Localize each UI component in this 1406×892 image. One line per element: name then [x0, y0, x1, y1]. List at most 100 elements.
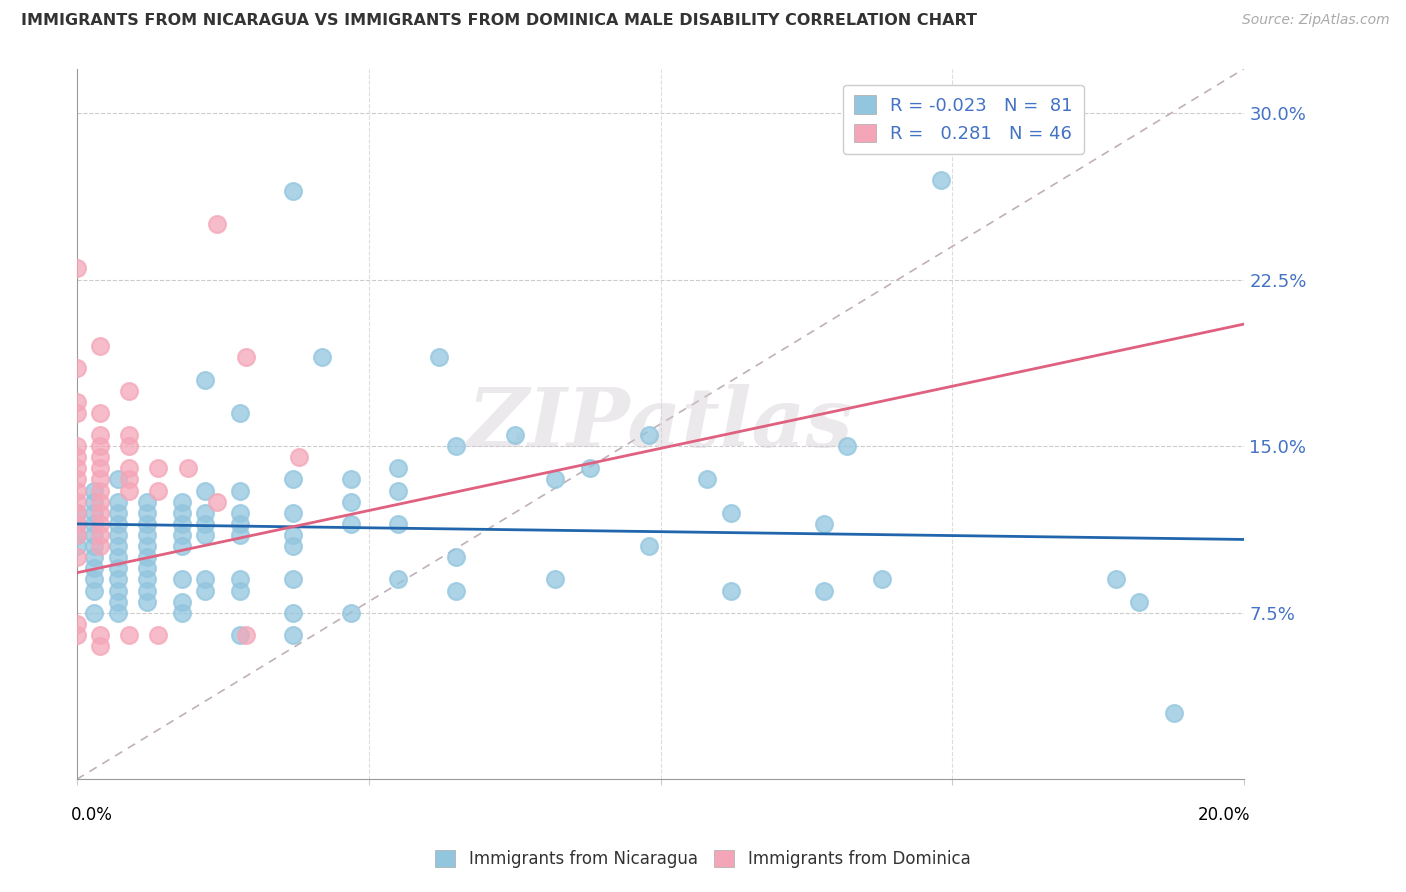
- Point: [229, 628, 252, 642]
- Point: [281, 539, 304, 553]
- Point: [89, 528, 111, 542]
- Point: [66, 406, 89, 420]
- Point: [135, 506, 157, 520]
- Text: Source: ZipAtlas.com: Source: ZipAtlas.com: [1241, 13, 1389, 28]
- Point: [135, 595, 157, 609]
- Point: [107, 595, 129, 609]
- Point: [281, 528, 304, 542]
- Point: [148, 483, 170, 498]
- Y-axis label: Male Disability: Male Disability: [0, 363, 8, 485]
- Point: [194, 506, 217, 520]
- Point: [281, 184, 304, 198]
- Point: [66, 550, 89, 565]
- Point: [135, 539, 157, 553]
- Point: [83, 483, 105, 498]
- Point: [135, 573, 157, 587]
- Point: [387, 483, 409, 498]
- Point: [66, 628, 89, 642]
- Point: [66, 616, 89, 631]
- Point: [637, 539, 659, 553]
- Point: [83, 539, 105, 553]
- Point: [229, 516, 252, 531]
- Point: [170, 606, 193, 620]
- Point: [66, 516, 89, 531]
- Point: [66, 483, 89, 498]
- Point: [66, 516, 89, 531]
- Point: [148, 461, 170, 475]
- Point: [813, 583, 835, 598]
- Point: [83, 561, 105, 575]
- Point: [579, 461, 602, 475]
- Point: [66, 528, 89, 542]
- Point: [89, 639, 111, 653]
- Point: [135, 494, 157, 508]
- Point: [287, 450, 309, 465]
- Point: [107, 583, 129, 598]
- Point: [118, 473, 141, 487]
- Point: [107, 539, 129, 553]
- Point: [135, 561, 157, 575]
- Point: [281, 628, 304, 642]
- Point: [107, 516, 129, 531]
- Point: [837, 439, 859, 453]
- Point: [1163, 706, 1185, 720]
- Point: [89, 483, 111, 498]
- Point: [83, 573, 105, 587]
- Point: [89, 539, 111, 553]
- Point: [281, 506, 304, 520]
- Point: [66, 494, 89, 508]
- Point: [89, 628, 111, 642]
- Point: [387, 461, 409, 475]
- Point: [89, 439, 111, 453]
- Point: [194, 573, 217, 587]
- Point: [66, 506, 89, 520]
- Point: [89, 516, 111, 531]
- Point: [176, 461, 198, 475]
- Point: [89, 339, 111, 353]
- Point: [66, 361, 89, 376]
- Point: [118, 483, 141, 498]
- Point: [89, 494, 111, 508]
- Point: [83, 606, 105, 620]
- Point: [194, 372, 217, 386]
- Point: [118, 461, 141, 475]
- Text: 0.0%: 0.0%: [70, 806, 112, 824]
- Point: [89, 473, 111, 487]
- Point: [107, 473, 129, 487]
- Point: [205, 494, 228, 508]
- Text: 20.0%: 20.0%: [1198, 806, 1250, 824]
- Point: [229, 506, 252, 520]
- Point: [118, 439, 141, 453]
- Point: [311, 351, 333, 365]
- Point: [229, 573, 252, 587]
- Point: [66, 439, 89, 453]
- Point: [720, 583, 742, 598]
- Point: [194, 516, 217, 531]
- Point: [340, 473, 363, 487]
- Point: [107, 550, 129, 565]
- Point: [89, 461, 111, 475]
- Point: [340, 494, 363, 508]
- Point: [89, 506, 111, 520]
- Point: [229, 406, 252, 420]
- Point: [135, 550, 157, 565]
- Point: [107, 573, 129, 587]
- Point: [89, 428, 111, 442]
- Point: [281, 606, 304, 620]
- Point: [340, 516, 363, 531]
- Point: [637, 428, 659, 442]
- Point: [503, 428, 526, 442]
- Point: [135, 583, 157, 598]
- Point: [387, 516, 409, 531]
- Point: [66, 450, 89, 465]
- Point: [83, 528, 105, 542]
- Point: [148, 628, 170, 642]
- Point: [83, 506, 105, 520]
- Point: [170, 573, 193, 587]
- Point: [135, 516, 157, 531]
- Point: [66, 506, 89, 520]
- Point: [544, 473, 567, 487]
- Text: IMMIGRANTS FROM NICARAGUA VS IMMIGRANTS FROM DOMINICA MALE DISABILITY CORRELATIO: IMMIGRANTS FROM NICARAGUA VS IMMIGRANTS …: [21, 13, 977, 29]
- Point: [107, 606, 129, 620]
- Point: [89, 450, 111, 465]
